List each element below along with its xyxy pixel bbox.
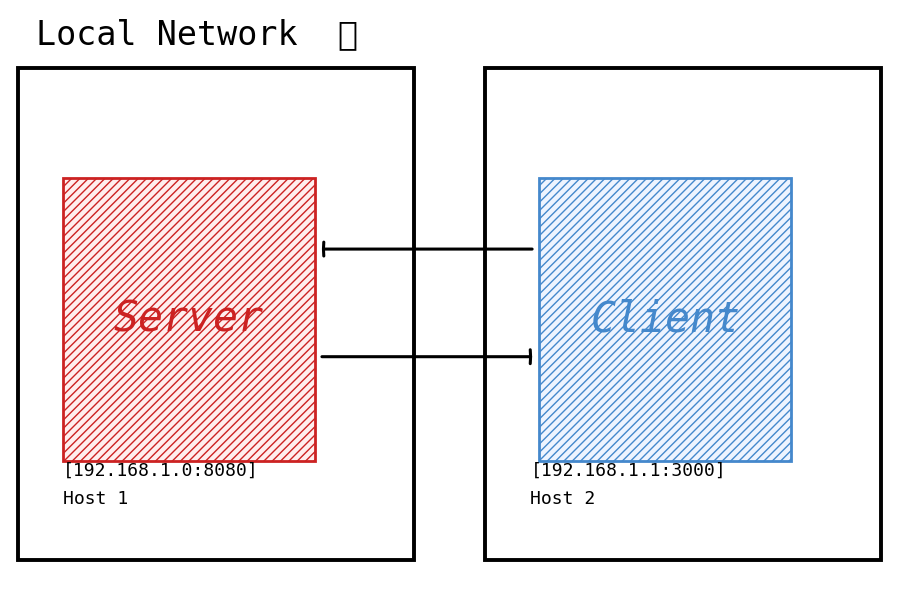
Text: Client: Client: [591, 299, 740, 341]
Bar: [63, 178, 315, 461]
Text: [192.168.1.1:3000]
Host 2: [192.168.1.1:3000] Host 2: [530, 461, 726, 509]
Bar: [539, 178, 791, 461]
Bar: [485, 68, 881, 560]
Text: Local Network  🏠: Local Network 🏠: [36, 18, 358, 52]
Bar: [18, 68, 414, 560]
Text: [192.168.1.0:8080]
Host 1: [192.168.1.0:8080] Host 1: [63, 461, 259, 509]
Text: Server: Server: [114, 299, 263, 341]
